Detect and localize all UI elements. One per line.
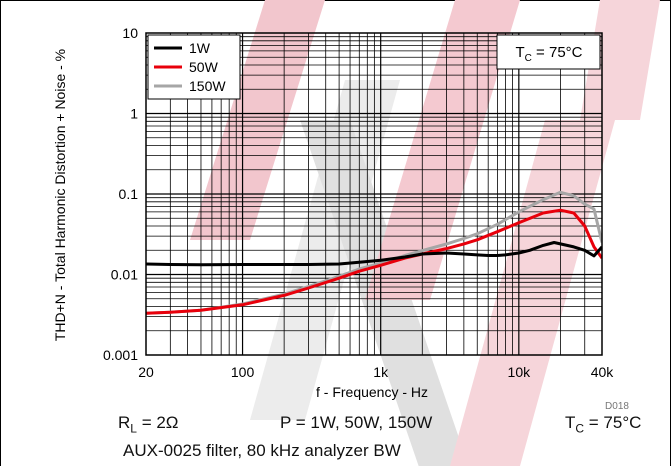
y-tick-label: 1	[130, 106, 138, 122]
x-axis-label: f - Frequency - Hz	[316, 384, 428, 400]
y-tick-label: 10	[122, 25, 138, 41]
temperature-annotation: TC = 75°C	[496, 34, 601, 70]
x-tick-label: 100	[231, 364, 255, 380]
filter-caption: AUX-0025 filter, 80 kHz analyzer BW	[123, 441, 401, 460]
x-tick-label: 1k	[373, 364, 389, 380]
series-line-1W	[146, 241, 602, 267]
plot-area-border	[145, 32, 603, 356]
figure-id: D018	[605, 401, 629, 412]
x-tick-label: 40k	[591, 364, 615, 380]
y-axis-label: THD+N - Total Harmonic Distortion + Nois…	[52, 49, 68, 341]
y-tick-label: 0.1	[119, 186, 139, 202]
power-caption: P = 1W, 50W, 150W	[280, 413, 433, 432]
series-line-50W	[146, 208, 602, 315]
case-temperature-caption: TC = 75°C	[565, 413, 642, 436]
tick-labels: 20 100 1k 10k 40k 0.001 0.01 0.1 1 10	[103, 25, 614, 380]
figure-top-border	[0, 0, 671, 1]
x-tick-label: 20	[138, 364, 154, 380]
load-resistance-caption: RL = 2Ω	[118, 413, 179, 436]
legend-label-50W: 50W	[189, 59, 219, 75]
legend-label-150W: 150W	[189, 78, 226, 94]
y-tick-label: 0.001	[103, 347, 138, 363]
series-layer	[146, 190, 602, 315]
annotation-text: TC = 75°C	[515, 44, 582, 64]
x-tick-label: 10k	[508, 364, 532, 380]
legend: 1W 50W 150W	[147, 34, 241, 100]
annotation-box	[496, 34, 601, 70]
legend-label-1W: 1W	[189, 40, 211, 56]
y-tick-label: 0.01	[111, 267, 138, 283]
